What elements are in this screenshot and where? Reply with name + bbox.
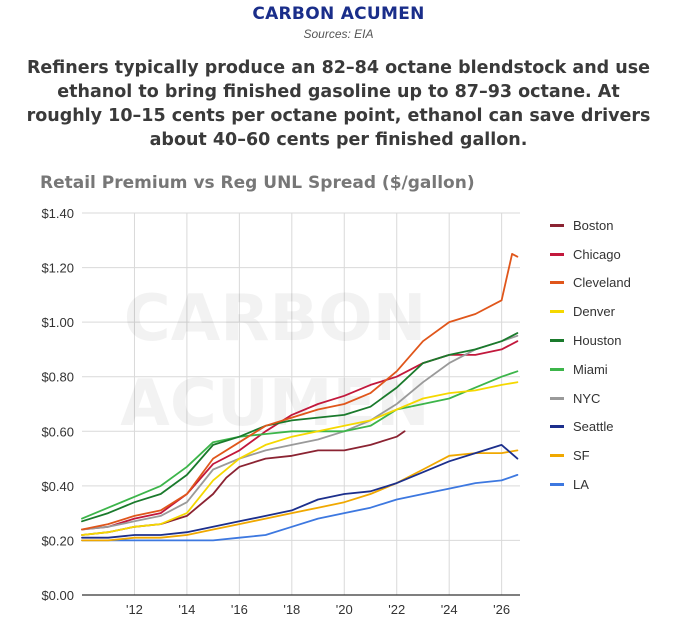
y-tick-label: $0.00	[41, 588, 74, 603]
legend-swatch	[550, 281, 564, 285]
legend-item-houston: Houston	[550, 326, 670, 355]
x-tick-label: '22	[388, 602, 405, 617]
series-line-nyc	[81, 334, 519, 531]
legend-label: Denver	[573, 304, 615, 320]
y-tick-label: $0.80	[41, 370, 74, 385]
legend-swatch	[550, 483, 564, 487]
legend-swatch	[550, 310, 564, 314]
x-tick-label: '18	[283, 602, 300, 617]
legend-swatch	[550, 252, 564, 256]
watermark-line-2: ACUMEN	[120, 367, 429, 441]
series-line-seattle	[81, 443, 519, 539]
x-tick-label: '26	[493, 602, 510, 617]
legend-label: Boston	[573, 217, 614, 233]
legend-item-denver: Denver	[550, 297, 670, 326]
legend-label: Houston	[573, 333, 622, 349]
legend-item-miami: Miami	[550, 355, 670, 384]
legend-label: LA	[573, 477, 589, 493]
series-line-la	[81, 473, 519, 542]
y-tick-label: $1.00	[41, 315, 74, 330]
chart-series	[81, 252, 519, 542]
x-tick-label: '20	[336, 602, 353, 617]
y-tick-label: $0.60	[41, 424, 74, 439]
legend-swatch	[550, 339, 564, 343]
headline-text: Refiners typically produce an 82–84 octa…	[26, 58, 651, 150]
y-tick-label: $1.20	[41, 261, 74, 276]
chart-grid	[82, 212, 520, 595]
chart-axes: $0.00 $0.20 $0.40 $0.60 $0.80 $1.00 $1.20 $1.40…	[41, 206, 520, 617]
y-tick-label: $1.40	[41, 206, 74, 221]
y-tick-label: $0.40	[41, 479, 74, 494]
watermark-line-1: CARBON	[124, 282, 427, 356]
legend-swatch	[550, 425, 564, 429]
series-line-denver	[81, 381, 519, 536]
series-line-miami	[81, 370, 519, 520]
legend-label: SF	[573, 448, 590, 464]
series-line-cleveland	[81, 252, 519, 531]
y-tick-label: $0.20	[41, 533, 74, 548]
legend-label: NYC	[573, 390, 601, 406]
legend-swatch	[550, 454, 564, 458]
legend-label: Chicago	[573, 246, 621, 262]
legend-label: Cleveland	[573, 275, 631, 291]
legend-item-nyc: NYC	[550, 384, 670, 413]
legend-swatch	[550, 367, 564, 371]
chart-title: Retail Premium vs Reg UNL Spread ($/gall…	[40, 173, 475, 193]
legend-item-seattle: Seattle	[550, 413, 670, 442]
legend-item-chicago: Chicago	[550, 240, 670, 269]
legend-swatch	[550, 396, 564, 400]
series-line-sf	[81, 449, 519, 542]
chart-watermark: CARBON ACUMEN	[120, 282, 429, 441]
x-tick-label: '14	[178, 602, 195, 617]
x-tick-label: '12	[126, 602, 143, 617]
legend-swatch	[550, 223, 564, 227]
chart-legend: Boston Chicago Cleveland Denver Houston Miami…	[550, 211, 670, 499]
x-tick-label: '16	[231, 602, 248, 617]
legend-label: Miami	[573, 361, 608, 377]
sources-caption: Sources: EIA	[303, 27, 374, 41]
legend-item-la: LA	[550, 470, 670, 499]
x-tick-label: '24	[441, 602, 458, 617]
series-line-houston	[81, 332, 519, 523]
legend-label: Seattle	[573, 419, 614, 435]
brand-title: CARBON ACUMEN	[252, 4, 425, 24]
legend-item-cleveland: Cleveland	[550, 269, 670, 298]
legend-item-boston: Boston	[550, 211, 670, 240]
legend-item-sf: SF	[550, 441, 670, 470]
